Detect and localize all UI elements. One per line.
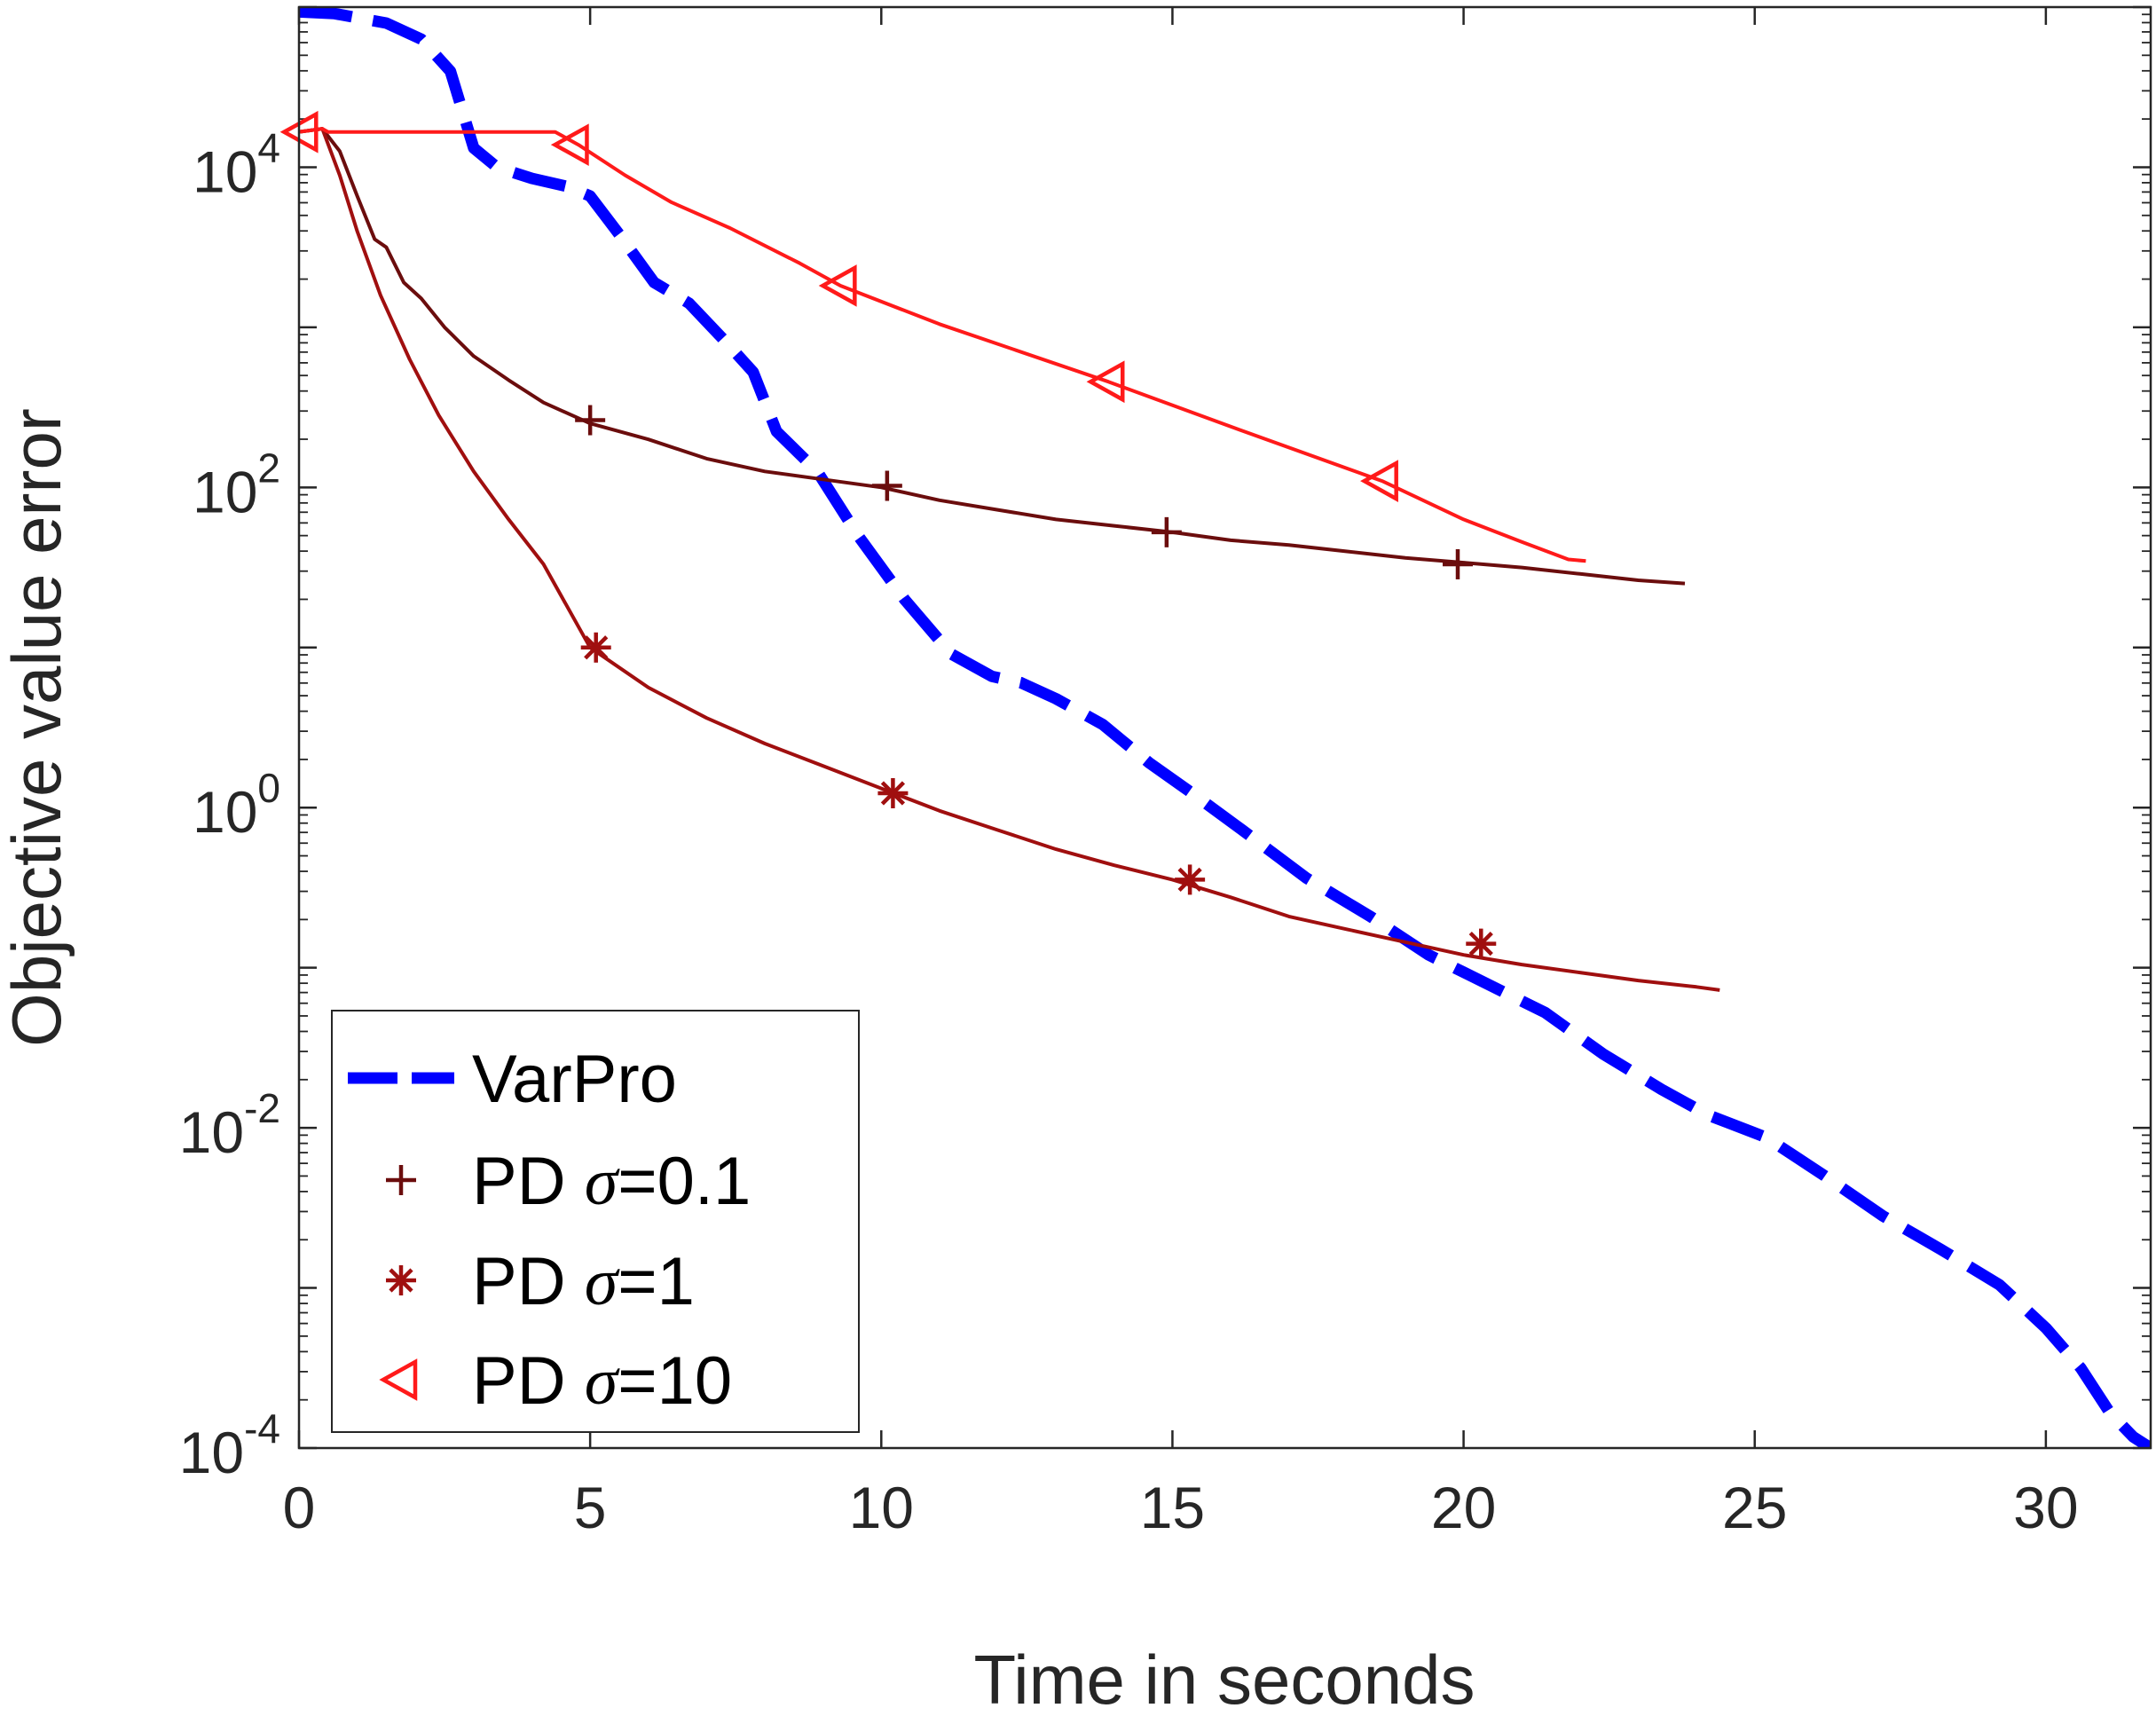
y-tick-label: 102 (193, 445, 280, 524)
x-axis-title: Time in seconds (973, 1641, 1475, 1716)
series-marker-2 (1466, 928, 1497, 959)
series-marker-2 (580, 632, 611, 663)
y-tick-label: 10-4 (179, 1405, 280, 1485)
series-line-0 (299, 7, 2151, 1448)
series-marker-1 (871, 470, 902, 501)
y-tick-label: 10-2 (179, 1085, 280, 1165)
legend-swatch (386, 1165, 416, 1195)
series-marker-3 (1086, 360, 1125, 404)
series-marker-1 (575, 405, 606, 436)
series-line-2 (299, 127, 1720, 992)
x-tick-label: 30 (2013, 1475, 2078, 1540)
legend-entry-1: PD σ=0.1 (386, 1144, 751, 1219)
x-tick-label: 25 (1722, 1475, 1787, 1540)
legend-label: PD σ=10 (472, 1343, 732, 1419)
x-tick-labels: 0 5 10 15 20 25 30 (283, 1475, 2079, 1540)
x-tick-label: 10 (849, 1475, 914, 1540)
x-tick-label: 15 (1140, 1475, 1205, 1540)
legend-swatch (386, 1265, 416, 1295)
series-marker-2 (877, 777, 909, 808)
series-markers (279, 110, 1497, 959)
legend-entry-3: PD σ=10 (379, 1343, 732, 1419)
legend-entry-0: VarPro (348, 1042, 677, 1117)
legend-swatch (379, 1358, 418, 1401)
series-marker-3 (550, 123, 589, 167)
series-marker-3 (1360, 460, 1398, 502)
series-marker-3 (818, 264, 857, 307)
series-marker-1 (1443, 548, 1474, 579)
y-tick-label: 100 (193, 765, 280, 845)
y-tick-labels: 104 102 100 10-2 10-4 (179, 124, 280, 1485)
x-tick-label: 20 (1431, 1475, 1496, 1540)
legend-label: PD σ=0.1 (472, 1144, 751, 1219)
x-tick-label: 0 (283, 1475, 316, 1540)
y-axis-title: Objective value error (0, 408, 75, 1047)
series-lines (299, 7, 2151, 1448)
legend-label: VarPro (472, 1042, 677, 1117)
series-line-3 (299, 127, 1586, 563)
series-marker-2 (1175, 864, 1206, 895)
legend: VarPro PD σ=0.1 PD σ=1 PD σ=10 (331, 1010, 860, 1433)
series-marker-1 (1151, 516, 1182, 547)
legend-label: PD σ=1 (472, 1244, 695, 1319)
y-tick-label: 104 (193, 124, 280, 204)
series-marker-3 (279, 110, 319, 153)
series-line-1 (299, 127, 1686, 586)
plot-area-frame (297, 5, 2152, 1450)
legend-entry-2: PD σ=1 (386, 1244, 695, 1319)
x-tick-label: 5 (574, 1475, 607, 1540)
